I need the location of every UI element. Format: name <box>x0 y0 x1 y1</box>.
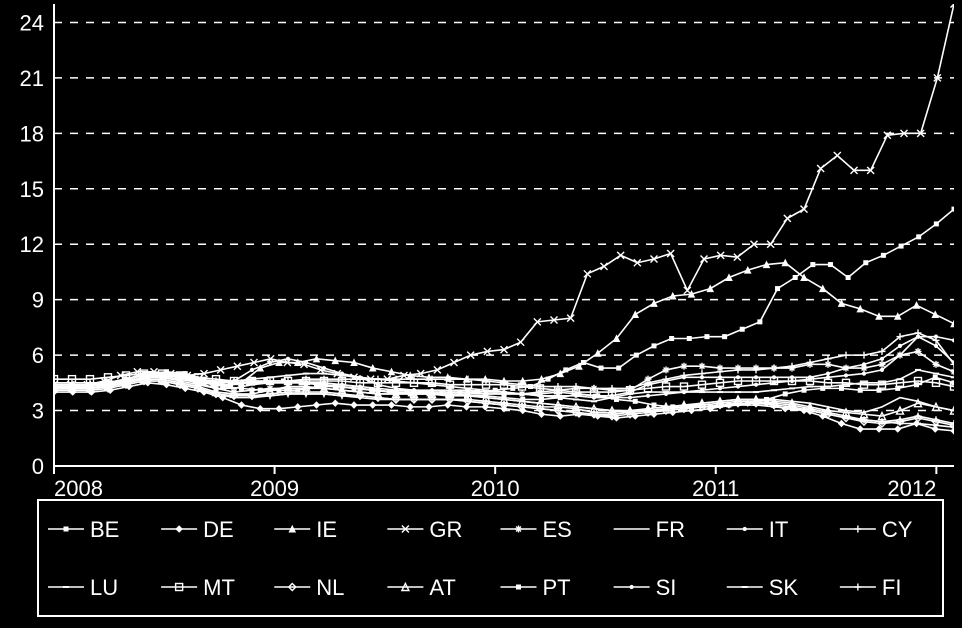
legend-label: FR <box>656 517 685 542</box>
legend-label: SK <box>769 575 799 600</box>
legend-label: IT <box>769 517 789 542</box>
y-tick-label: 24 <box>20 10 44 35</box>
y-tick-label: 6 <box>32 343 44 368</box>
legend-label: NL <box>316 575 344 600</box>
legend-label: LU <box>90 575 118 600</box>
x-tick-label: 2009 <box>250 476 299 501</box>
y-tick-label: 0 <box>32 454 44 479</box>
y-tick-label: 9 <box>32 288 44 313</box>
legend-label: MT <box>203 575 235 600</box>
legend-label: GR <box>429 517 462 542</box>
legend-label: IE <box>316 517 337 542</box>
y-tick-label: 18 <box>20 121 44 146</box>
legend-label: DE <box>203 517 234 542</box>
legend-label: ES <box>543 517 572 542</box>
legend-label: FI <box>882 575 902 600</box>
y-tick-label: 21 <box>20 66 44 91</box>
legend-label: AT <box>429 575 455 600</box>
bond-yield-chart: 0 3 6 9 12 15 18 21 24 2008 2009 2010 2011 2012 BE DE IE… <box>0 0 962 628</box>
chart-svg: 0 3 6 9 12 15 18 21 24 2008 2009 2010 2011 2012 BE DE IE… <box>0 0 962 628</box>
y-tick-label: 12 <box>20 232 44 257</box>
x-tick-label: 2012 <box>887 476 936 501</box>
x-tick-label: 2008 <box>54 476 103 501</box>
x-tick-label: 2011 <box>692 476 739 501</box>
legend-label: PT <box>543 575 571 600</box>
x-tick-label: 2010 <box>471 476 520 501</box>
legend-label: SI <box>656 575 677 600</box>
y-tick-label: 3 <box>32 399 44 424</box>
legend-label: CY <box>882 517 913 542</box>
legend-label: BE <box>90 517 119 542</box>
y-tick-label: 15 <box>20 177 44 202</box>
